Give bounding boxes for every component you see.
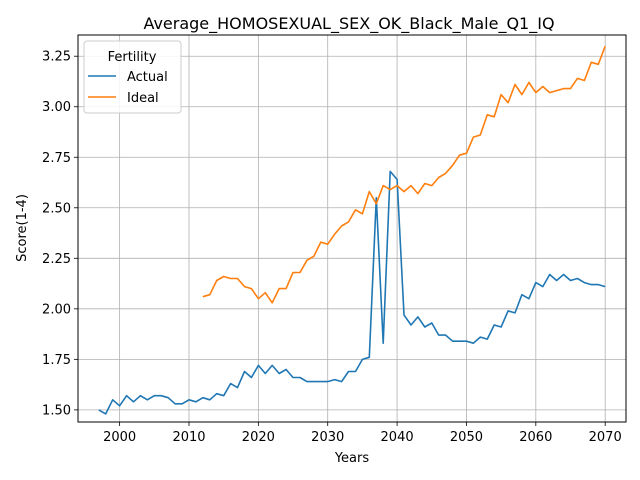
legend-label-actual: Actual	[127, 70, 168, 85]
x-tick-label: 2050	[450, 430, 483, 445]
x-tick-label: 2040	[381, 430, 414, 445]
y-tick-label: 2.75	[42, 151, 71, 166]
series-lines	[98, 45, 606, 415]
plot-frame	[77, 34, 627, 423]
x-tick-label: 2070	[589, 430, 622, 445]
x-tick-label: 2060	[519, 430, 552, 445]
x-tick-label: 2010	[172, 430, 205, 445]
legend: Fertility Actual Ideal	[83, 40, 182, 114]
x-tick-label: 2030	[311, 430, 344, 445]
y-tick-label: 3.00	[42, 100, 71, 115]
x-axis-label: Years	[334, 451, 370, 466]
x-axis: 2000 2010 2020 2030 2040 2050 2060 2070	[103, 422, 622, 445]
x-tick-label: 2000	[103, 430, 136, 445]
series-line-actual	[98, 170, 606, 415]
y-tick-label: 2.50	[42, 201, 71, 216]
x-tick-label: 2020	[242, 430, 275, 445]
y-axis: 1.50 1.75 2.00 2.25 2.50 2.75 3.00 3.25	[42, 50, 78, 418]
series-line-ideal	[202, 45, 606, 304]
legend-box	[83, 40, 182, 114]
y-tick-label: 2.00	[42, 302, 71, 317]
y-tick-label: 2.25	[42, 252, 71, 267]
y-tick-label: 3.25	[42, 50, 71, 65]
y-tick-label: 1.50	[42, 403, 71, 418]
y-tick-label: 1.75	[42, 353, 71, 368]
y-axis-label: Score(1-4)	[15, 194, 30, 262]
chart-title: Average_HOMOSEXUAL_SEX_OK_Black_Male_Q1_…	[143, 14, 554, 34]
grid-lines	[78, 35, 626, 422]
legend-label-ideal: Ideal	[127, 91, 159, 106]
legend-title: Fertility	[108, 50, 157, 65]
